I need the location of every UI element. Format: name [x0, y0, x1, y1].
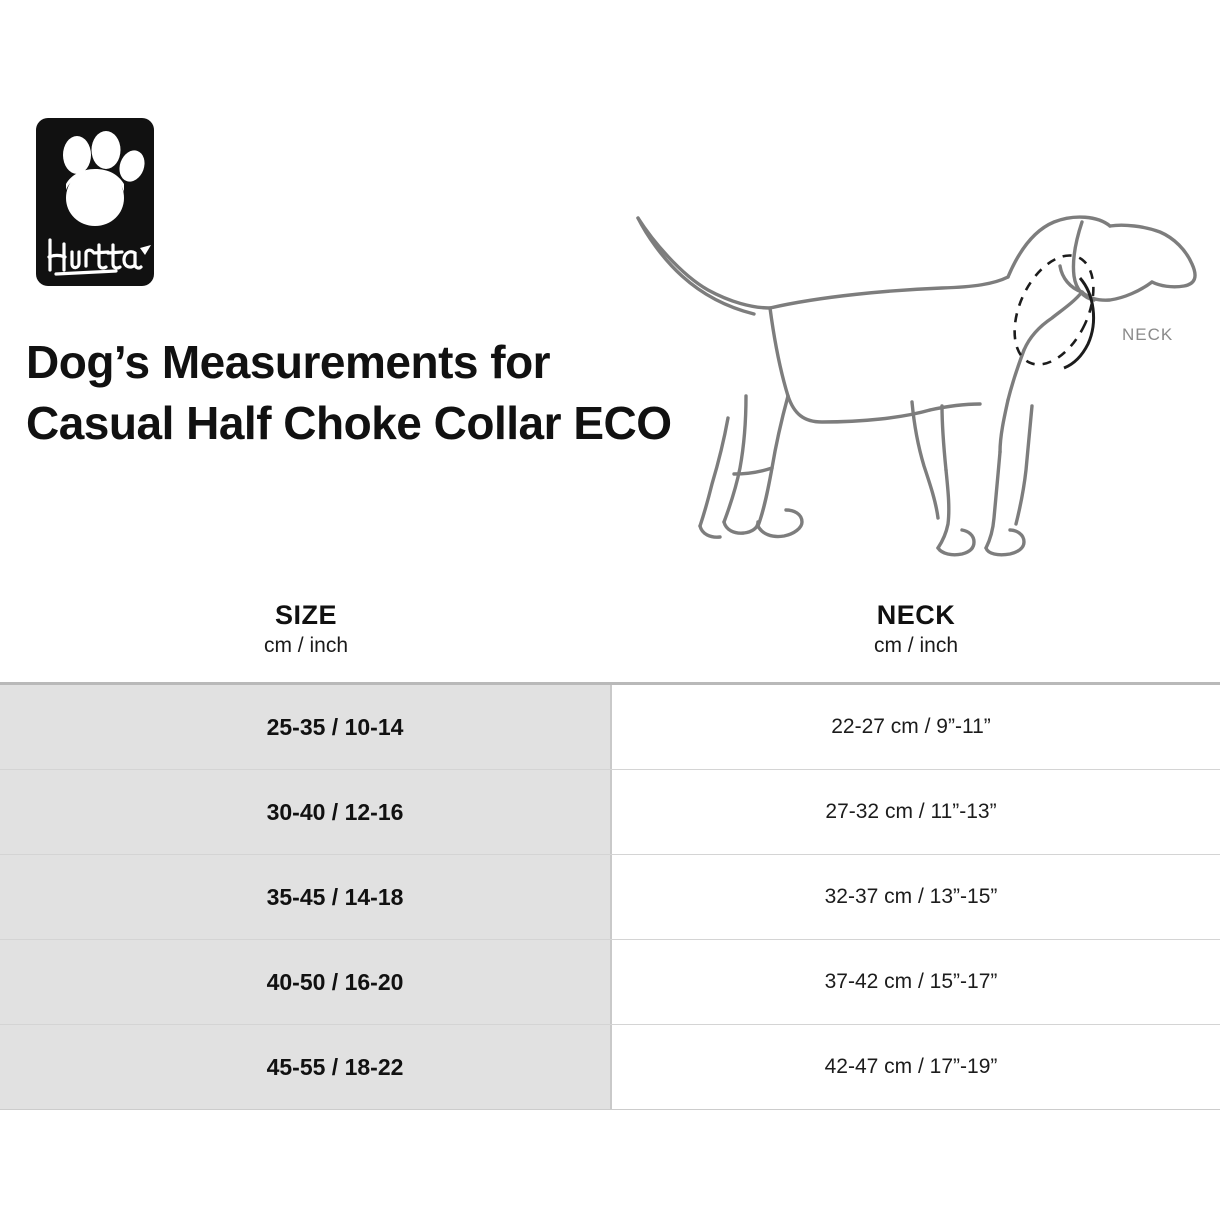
cell-neck: 22-27 cm / 9”-11” — [612, 685, 1220, 769]
table-header-row: SIZE cm / inch NECK cm / inch — [0, 596, 1220, 682]
hurtta-logo — [36, 118, 154, 286]
column-header-size-units: cm / inch — [263, 634, 349, 657]
cell-size: 25-35 / 10-14 — [0, 685, 612, 769]
table-row: 30-40 / 12-16 27-32 cm / 11”-13” — [0, 770, 1220, 855]
column-header-neck-units: cm / inch — [873, 634, 959, 657]
table-row: 35-45 / 14-18 32-37 cm / 13”-15” — [0, 855, 1220, 940]
cell-neck: 32-37 cm / 13”-15” — [612, 855, 1220, 939]
cell-size: 35-45 / 14-18 — [0, 855, 612, 939]
column-header-size: SIZE cm / inch — [0, 596, 612, 682]
dashed-neck-ellipse-icon — [1013, 254, 1095, 370]
cell-neck: 27-32 cm / 11”-13” — [612, 770, 1220, 854]
table-row: 25-35 / 10-14 22-27 cm / 9”-11” — [0, 685, 1220, 770]
page-title: Dog’s Measurements for Casual Half Choke… — [26, 336, 672, 449]
hurtta-wordmark — [47, 238, 151, 276]
table-row: 40-50 / 16-20 37-42 cm / 15”-17” — [0, 940, 1220, 1025]
cell-neck: 37-42 cm / 15”-17” — [612, 940, 1220, 1024]
column-header-neck-title: NECK — [876, 600, 956, 630]
cell-size: 45-55 / 18-22 — [0, 1025, 612, 1109]
table-body: 25-35 / 10-14 22-27 cm / 9”-11” 30-40 / … — [0, 682, 1220, 1110]
table-row: 45-55 / 18-22 42-47 cm / 17”-19” — [0, 1025, 1220, 1110]
column-header-size-title: SIZE — [274, 600, 337, 630]
dog-side-profile-icon — [636, 215, 1197, 557]
cell-size: 30-40 / 12-16 — [0, 770, 612, 854]
cell-neck: 42-47 cm / 17”-19” — [612, 1025, 1220, 1109]
size-chart-table: SIZE cm / inch NECK cm / inch 25-35 / 10… — [0, 596, 1220, 1110]
neck-measurement-label: NECK — [1122, 325, 1174, 344]
column-header-neck: NECK cm / inch — [612, 596, 1220, 682]
paw-print-icon — [63, 131, 145, 226]
cell-size: 40-50 / 16-20 — [0, 940, 612, 1024]
